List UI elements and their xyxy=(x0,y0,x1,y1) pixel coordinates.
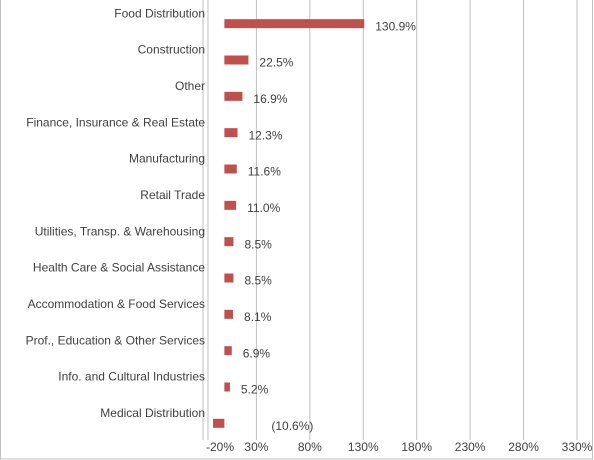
x-tick-label: 180% xyxy=(401,440,432,454)
bar xyxy=(224,237,234,247)
x-tick-label: 230% xyxy=(455,440,486,454)
value-label: (10.6%) xyxy=(271,419,313,433)
bar xyxy=(224,19,365,29)
y-tick-label: Food Distribution xyxy=(114,6,205,20)
y-tick-label: Health Care & Social Assistance xyxy=(33,261,205,275)
value-label: 11.0% xyxy=(247,201,280,215)
value-label: 8.5% xyxy=(244,274,272,288)
x-tick-label: -20% xyxy=(206,440,234,454)
bar xyxy=(213,418,225,428)
value-label: 12.3% xyxy=(249,128,283,142)
value-label: 130.9% xyxy=(375,19,416,33)
y-tick-label: Manufacturing xyxy=(129,152,205,166)
value-label: 8.5% xyxy=(244,237,272,251)
y-tick-label: Retail Trade xyxy=(140,188,205,202)
bar xyxy=(224,164,237,174)
value-label: 5.2% xyxy=(241,383,269,397)
y-tick-label: Prof., Education & Other Services xyxy=(26,333,205,347)
bar xyxy=(224,273,234,283)
value-label: 8.1% xyxy=(244,310,272,324)
x-tick-label: 30% xyxy=(244,440,268,454)
x-tick-label: 280% xyxy=(508,440,539,454)
y-tick-label: Finance, Insurance & Real Estate xyxy=(26,115,205,129)
bar xyxy=(224,55,249,65)
bar xyxy=(224,128,238,138)
y-tick-label: Accommodation & Food Services xyxy=(28,297,205,311)
x-tick-label: 130% xyxy=(348,440,379,454)
bar xyxy=(224,200,237,210)
bar xyxy=(224,91,243,101)
y-tick-label: Info. and Cultural Industries xyxy=(58,370,205,384)
value-label: 16.9% xyxy=(253,92,287,106)
y-tick-label: Utilities, Transp. & Warehousing xyxy=(35,224,205,238)
bar xyxy=(224,382,230,392)
value-label: 6.9% xyxy=(243,346,271,360)
y-tick-label: Other xyxy=(175,79,205,93)
x-tick-label: 330% xyxy=(562,440,593,454)
y-tick-label: Construction xyxy=(138,43,205,57)
bar xyxy=(224,309,234,319)
y-tick-label: Medical Distribution xyxy=(100,406,205,420)
x-tick-label: 80% xyxy=(298,440,322,454)
value-label: 22.5% xyxy=(259,56,293,70)
bar xyxy=(224,346,232,356)
value-label: 11.6% xyxy=(248,165,281,179)
